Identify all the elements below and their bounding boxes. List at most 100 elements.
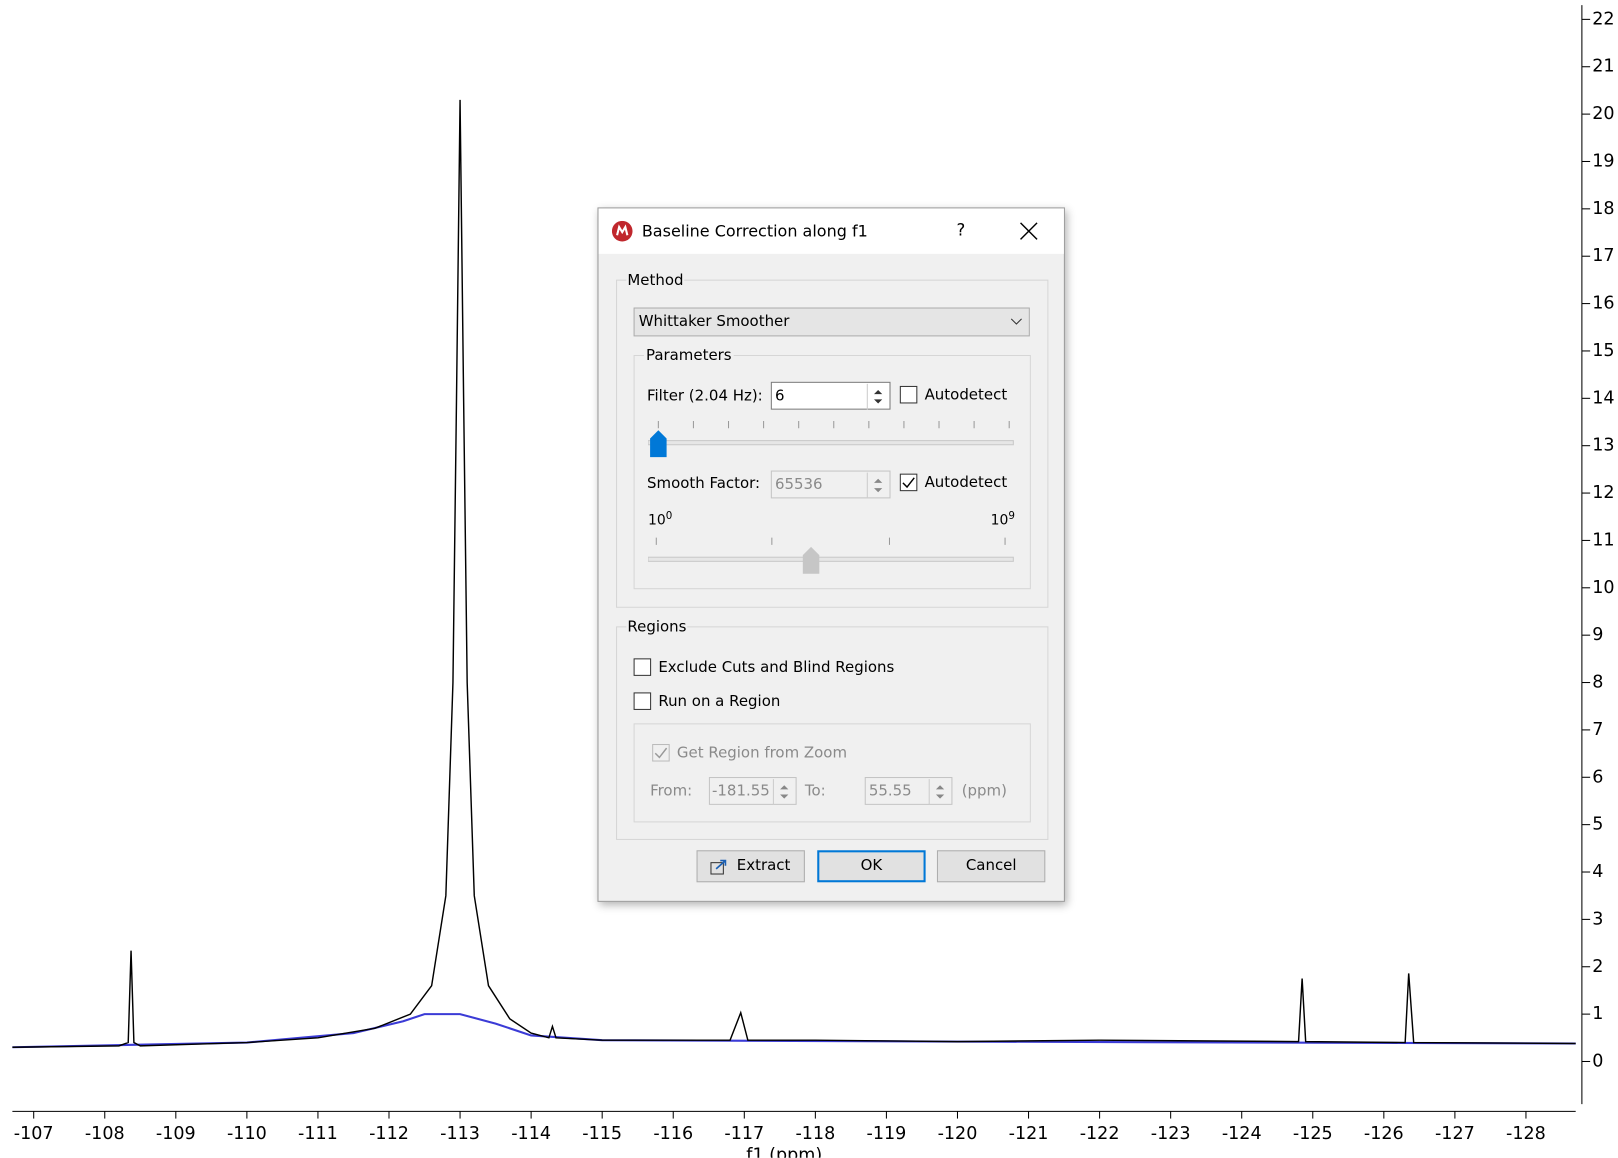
field-label: Smooth Factor: xyxy=(646,475,761,493)
checkbox[interactable] xyxy=(633,658,652,676)
base: 10 xyxy=(990,512,1009,529)
y-tick-label: 20 xyxy=(1592,104,1614,124)
y-tick-label: 7 xyxy=(1592,720,1603,740)
parameters-group xyxy=(633,354,1031,590)
check-mark xyxy=(902,477,915,489)
close-button[interactable] xyxy=(1020,222,1039,241)
button-label: Cancel xyxy=(965,857,1017,875)
filter-slider[interactable] xyxy=(648,420,1019,461)
y-tick-label: 11 xyxy=(1592,530,1614,550)
x-tick-label: -108 xyxy=(85,1124,125,1144)
exponent: 0 xyxy=(665,510,673,523)
x-tick-label: -112 xyxy=(369,1124,409,1144)
checkbox-checked[interactable] xyxy=(899,473,918,492)
extract-icon xyxy=(710,859,727,875)
app-icon xyxy=(611,220,633,242)
y-tick-label: 17 xyxy=(1592,246,1614,266)
check-mark xyxy=(654,747,668,759)
page: 22 21 20 19 18 17 16 15 14 13 12 11 10 9 8 7 6 5 4 3 2 1 0 -128… xyxy=(12,5,1615,1158)
y-tick-label: 8 xyxy=(1592,673,1603,693)
extract-button[interactable]: Extract xyxy=(696,850,805,883)
x-tick-label: -126 xyxy=(1364,1124,1404,1144)
unit-label: (ppm) xyxy=(961,783,1007,800)
y-tick-label: 21 xyxy=(1592,57,1614,77)
y-tick-label: 14 xyxy=(1592,388,1614,408)
to-spinbox[interactable]: 55.55 xyxy=(864,777,953,805)
x-tick-label: -122 xyxy=(1080,1124,1120,1144)
x-tick-label: -127 xyxy=(1435,1124,1475,1144)
x-tick-label: -118 xyxy=(795,1124,835,1144)
y-tick-label: 18 xyxy=(1592,199,1614,219)
checkbox[interactable] xyxy=(899,385,918,404)
ok-button[interactable]: OK xyxy=(817,850,926,883)
slider-min-label: 100 xyxy=(648,508,672,530)
dialog-title: Baseline Correction along f1 xyxy=(641,221,868,241)
from-spinbox[interactable]: -181.55 xyxy=(708,777,797,805)
field-label: Filter (2.04 Hz): xyxy=(646,387,763,405)
y-tick-label: 1 xyxy=(1592,1004,1603,1024)
checkbox-disabled[interactable] xyxy=(652,743,670,762)
y-tick-label: 15 xyxy=(1592,341,1614,361)
x-tick-label: -113 xyxy=(440,1124,480,1144)
y-tick-label: 6 xyxy=(1592,767,1603,787)
base: 10 xyxy=(648,512,666,529)
y-tick-label: 5 xyxy=(1592,815,1603,835)
dropdown-arrow xyxy=(1010,318,1022,325)
spin-arrows xyxy=(866,383,883,410)
x-tick-label: -125 xyxy=(1293,1124,1333,1144)
region-subgroup xyxy=(633,723,1031,823)
spin-arrows xyxy=(866,472,883,499)
y-tick-label: 13 xyxy=(1592,436,1614,456)
y-tick-label: 4 xyxy=(1592,862,1603,882)
smooth-spinbox[interactable]: 65536 xyxy=(770,470,891,499)
y-tick-label: 0 xyxy=(1592,1051,1603,1071)
spinbox-value: 55.55 xyxy=(868,783,912,800)
spin-arrows xyxy=(772,779,789,805)
x-tick-label: -111 xyxy=(298,1124,338,1144)
spin-arrows xyxy=(928,779,945,805)
y-tick-label: 10 xyxy=(1592,578,1614,598)
x-tick-label: -128 xyxy=(1506,1124,1546,1144)
x-tick-label: -114 xyxy=(511,1124,551,1144)
button-label: Extract xyxy=(736,857,791,875)
dropdown-value: Whittaker Smoother xyxy=(638,313,790,331)
spinbox-value: 6 xyxy=(774,387,785,405)
y-tick-label: 19 xyxy=(1592,151,1614,171)
x-tick-label: -119 xyxy=(867,1124,907,1144)
method-dropdown[interactable]: Whittaker Smoother xyxy=(633,307,1030,337)
button-label: OK xyxy=(860,857,883,875)
spectrum-line xyxy=(12,99,1576,1048)
checkbox-label: Get Region from Zoom xyxy=(676,745,848,762)
y-tick-label: 16 xyxy=(1592,294,1614,314)
x-tick-label: -124 xyxy=(1222,1124,1262,1144)
checkbox[interactable] xyxy=(633,692,652,710)
y-tick-label: 2 xyxy=(1592,957,1603,977)
dialog: Baseline Correction along f1 ? Method Wh… xyxy=(597,207,1065,902)
x-tick-label: -109 xyxy=(156,1124,196,1144)
field-label: From: xyxy=(650,783,693,800)
method-group xyxy=(616,279,1049,608)
x-tick-label: -121 xyxy=(1009,1124,1049,1144)
group-label: Method xyxy=(626,271,685,290)
checkbox-label: Autodetect xyxy=(924,474,1008,492)
help-button[interactable]: ? xyxy=(956,219,966,240)
x-tick-label: -116 xyxy=(653,1124,693,1144)
cancel-button[interactable]: Cancel xyxy=(936,850,1046,883)
checkbox-label: Run on a Region xyxy=(658,693,781,710)
spinbox-value: -181.55 xyxy=(712,783,770,800)
group-label: Regions xyxy=(626,618,688,637)
checkbox-label: Exclude Cuts and Blind Regions xyxy=(658,659,895,676)
title-bar xyxy=(598,208,1064,254)
y-tick-label: 3 xyxy=(1592,909,1603,929)
filter-spinbox[interactable]: 6 xyxy=(770,381,891,410)
y-tick-label: 12 xyxy=(1592,483,1614,503)
x-tick-label: -115 xyxy=(582,1124,622,1144)
regions-group xyxy=(616,626,1049,840)
y-tick-label: 22 xyxy=(1592,9,1614,29)
x-tick-label: -110 xyxy=(227,1124,267,1144)
x-tick-label: -120 xyxy=(938,1124,978,1144)
x-tick-label: -107 xyxy=(14,1124,54,1144)
x-axis-label: f1 (ppm) xyxy=(746,1146,822,1158)
